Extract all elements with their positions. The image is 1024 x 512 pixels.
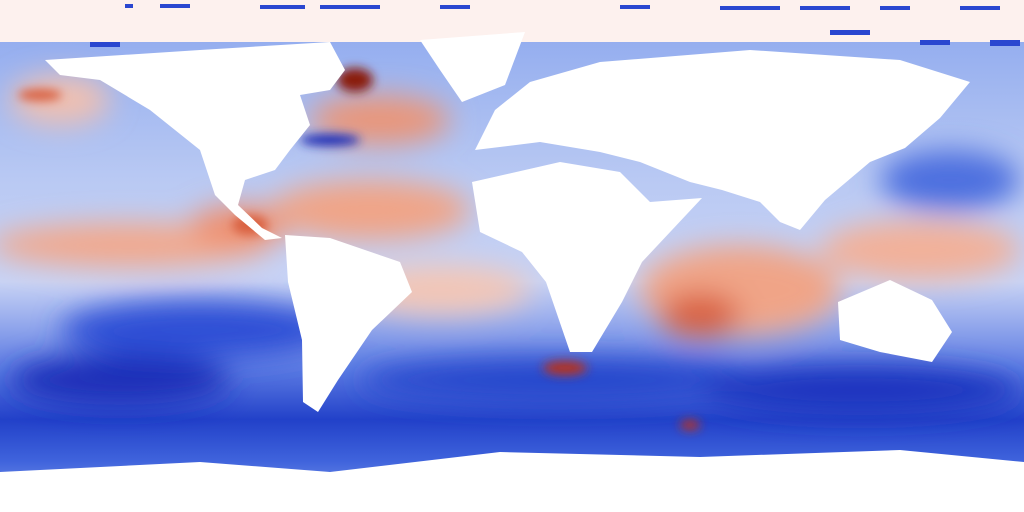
north-america: [45, 42, 345, 240]
land: [0, 32, 1024, 512]
greenland: [420, 32, 525, 102]
south-america: [285, 235, 412, 412]
africa: [472, 162, 702, 352]
australia: [838, 280, 952, 362]
anomaly-regions: [0, 75, 1020, 415]
ice-edge-marks: [90, 4, 1020, 47]
eurasia: [475, 50, 970, 230]
antarctica: [0, 450, 1024, 512]
